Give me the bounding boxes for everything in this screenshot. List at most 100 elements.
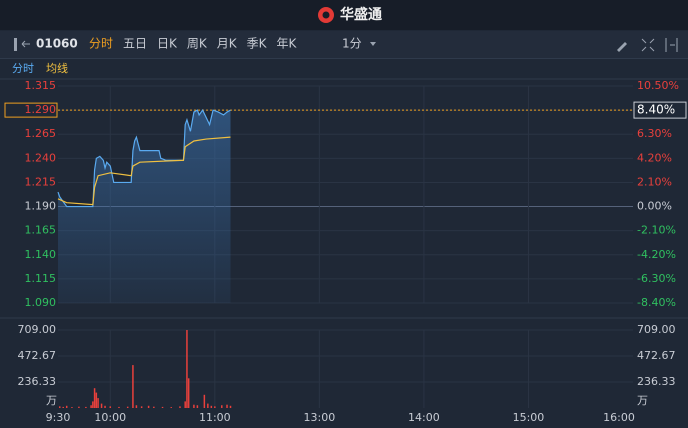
legend: 分时 均线 xyxy=(12,61,68,75)
y2-tick-label: 8.40% xyxy=(637,103,675,117)
y2-tick-label: 709.00 xyxy=(637,323,676,336)
header xyxy=(0,0,688,30)
logo: 华盛通 xyxy=(340,6,382,23)
x-tick-label: 10:00 xyxy=(94,411,126,424)
volume-bar xyxy=(71,407,73,408)
toolbar xyxy=(0,31,688,59)
volume-bar xyxy=(78,406,80,408)
tab[interactable]: 季K xyxy=(247,37,268,51)
volume-bar xyxy=(153,406,155,408)
y-tick-label: 1.265 xyxy=(25,127,57,140)
volume-bar xyxy=(203,394,206,408)
volume-bar xyxy=(135,405,138,408)
volume-bar xyxy=(184,401,186,408)
edit-icon[interactable] xyxy=(617,42,627,52)
x-tick-label: 11:00 xyxy=(199,411,231,424)
tab-bar: 分时 五日 日K 周K 月K 季K 年K xyxy=(89,37,298,51)
y2-tick-label: 0.00% xyxy=(637,200,672,213)
tab[interactable]: 分时 xyxy=(89,37,113,51)
volume-bar xyxy=(161,406,164,408)
chart: 1.315 1.290 1.265 1.240 1.215 1.190 1.165 1.140… xyxy=(0,78,688,424)
current-price-box xyxy=(4,102,58,118)
y-tick-label: 1.315 xyxy=(25,79,57,92)
interval-select[interactable]: 1分 xyxy=(342,37,362,51)
y-tick-label: 1.240 xyxy=(25,151,57,164)
current-pct-box xyxy=(633,101,687,119)
unit-label: 万 xyxy=(637,394,648,407)
volume-bar xyxy=(92,401,94,408)
expand-icon[interactable] xyxy=(641,38,655,52)
volume-bar xyxy=(93,388,96,408)
y-tick-label: 1.140 xyxy=(25,248,57,261)
y2-tick-label: -8.40% xyxy=(637,296,676,309)
unit-label: 万 xyxy=(46,394,57,407)
collapse-icon[interactable] xyxy=(21,40,30,48)
volume-bar xyxy=(58,406,61,408)
volume-bar xyxy=(179,406,181,408)
x-tick-label: 9:30 xyxy=(46,411,71,424)
volume-bar xyxy=(140,406,143,408)
tab[interactable]: 年K xyxy=(277,37,298,51)
volume-bar xyxy=(85,406,87,408)
y2-tick-label: -2.10% xyxy=(637,224,676,237)
volume-bar xyxy=(170,407,173,408)
y-tick-label: 1.165 xyxy=(25,224,57,237)
y-tick-label: 236.33 xyxy=(18,375,57,388)
y2-tick-label: -6.30% xyxy=(637,272,676,285)
y2-tick-label: 236.33 xyxy=(637,375,676,388)
volume-bar xyxy=(221,405,223,408)
logo-icon-hole xyxy=(322,11,330,19)
y-tick-label: 1.290 xyxy=(25,103,57,116)
series-line xyxy=(57,108,231,208)
volume-bar xyxy=(104,405,106,408)
volume-bar xyxy=(187,378,190,408)
y2-tick-label: -4.20% xyxy=(637,248,676,261)
volume-bar xyxy=(193,404,195,408)
volume-bar xyxy=(118,406,120,408)
y2-tick-label: 6.30% xyxy=(637,127,672,140)
stock-code: 01060 xyxy=(36,37,78,51)
volume-bar xyxy=(90,405,92,408)
volume-bar xyxy=(229,405,232,408)
tab[interactable]: 五日 xyxy=(123,37,147,51)
y2-tick-label: 4.20% xyxy=(637,151,672,164)
tab[interactable]: 月K xyxy=(217,37,238,51)
y-tick-label: 1.090 xyxy=(25,296,57,309)
x-tick-label: 13:00 xyxy=(304,411,336,424)
tab[interactable]: 周K xyxy=(187,37,208,51)
volume-bar xyxy=(109,406,112,408)
x-tick-label: 16:00 xyxy=(603,411,635,424)
series-line xyxy=(57,136,231,206)
y-tick-label: 709.00 xyxy=(18,323,57,336)
volume-bar xyxy=(186,330,188,408)
y-tick-label: 1.215 xyxy=(25,175,57,188)
tab[interactable]: 日K xyxy=(157,37,178,51)
volume-bar xyxy=(210,405,213,408)
fullscreen-icon[interactable] xyxy=(665,38,678,52)
y2-tick-label: 2.10% xyxy=(637,175,672,188)
volume-bar xyxy=(132,365,134,408)
x-tick-label: 14:00 xyxy=(408,411,440,424)
volume-bar xyxy=(95,392,98,408)
volume-bar xyxy=(97,398,99,408)
volume-bar xyxy=(207,403,209,408)
y-tick-label: 472.67 xyxy=(18,349,57,362)
legend-entry: 分时 xyxy=(12,62,34,75)
x-tick-label: 15:00 xyxy=(513,411,545,424)
volume-bar xyxy=(196,405,199,408)
volume-bar xyxy=(226,404,228,408)
volume-bar xyxy=(147,405,150,408)
volume-bar xyxy=(100,403,103,408)
volume-bar xyxy=(62,406,64,408)
dropdown-arrow[interactable] xyxy=(370,42,376,46)
y2-tick-label: 472.67 xyxy=(637,349,676,362)
legend-entry: 均线 xyxy=(46,61,68,75)
y-tick-label: 1.190 xyxy=(25,200,57,213)
volume-bar xyxy=(214,406,216,408)
y2-tick-label: 10.50% xyxy=(637,79,679,92)
volume-bar xyxy=(126,406,129,408)
panel-toggle[interactable] xyxy=(14,38,17,51)
volume-bar xyxy=(65,405,68,408)
